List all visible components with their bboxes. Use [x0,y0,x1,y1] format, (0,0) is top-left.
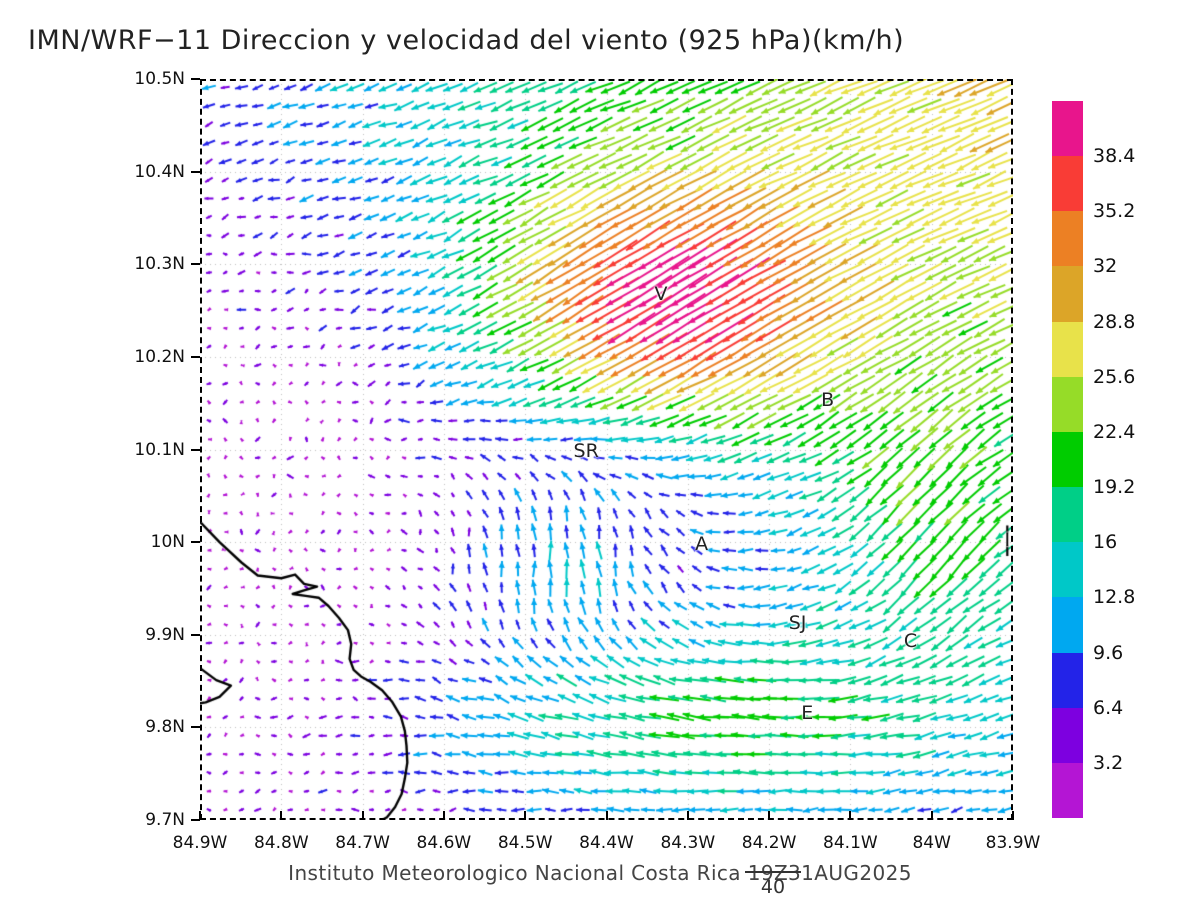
x-tick-label: 84.5W [497,833,553,853]
colorbar-band [1052,211,1083,267]
colorbar-speed-scale[interactable] [1052,100,1083,818]
reference-vector-arrow [745,871,801,873]
y-tick-mark [191,819,200,821]
colorbar-tick-label: 25.6 [1093,365,1136,388]
wind-vector-field [200,79,1013,820]
y-tick-label: 10.2N [134,346,185,367]
y-tick-label: 10.4N [134,161,185,182]
x-tick-mark [768,811,771,820]
y-tick-label: 9.9N [145,624,185,645]
colorbar-band [1052,487,1083,543]
colorbar-tick-label: 22.4 [1093,420,1136,443]
x-tick-mark [686,811,689,820]
station-label-sr: SR [573,440,599,463]
y-tick-label: 10.3N [134,254,185,275]
x-tick-mark [849,811,852,820]
x-tick-label: 84.9W [172,833,228,853]
colorbar-band [1052,707,1083,763]
x-tick-mark [361,811,364,820]
colorbar-tick-label: 28.8 [1093,310,1136,333]
y-tick-mark [191,263,200,266]
y-tick-mark [191,726,200,729]
y-tick-label: 9.8N [145,717,185,738]
plot-border [200,79,1013,820]
x-tick-mark [199,811,201,820]
station-label-a: A [695,532,709,555]
footer-credit: Instituto Meteorologico Nacional Costa R… [288,861,912,885]
x-tick-mark [442,811,445,820]
x-tick-label: 84.3W [660,833,716,853]
y-tick-mark [191,541,200,544]
plot-area[interactable]: V SR B A I SJ C E [200,79,1013,820]
colorbar-tick-label: 19.2 [1093,476,1136,499]
station-label-e: E [801,701,814,724]
y-tick-label: 10N [150,532,185,553]
y-axis-latitude: 9.7N 9.8N 9.9N 10N 10.1N 10.2N 10.3N 10.4N 10.5N [0,69,200,830]
y-tick-mark [191,448,200,451]
colorbar-tick-label: 38.4 [1093,145,1136,168]
y-tick-mark [191,78,200,80]
colorbar-tick-label: 35.2 [1093,200,1136,223]
x-tick-label: 83.9W [985,833,1041,853]
colorbar-tick-label: 9.6 [1093,641,1124,664]
x-tick-label: 84.6W [416,833,472,853]
y-tick-mark [191,633,200,636]
colorbar-band [1052,266,1083,322]
y-tick-mark [191,170,200,173]
x-tick-mark [605,811,608,820]
colorbar-tick-label: 12.8 [1093,586,1136,609]
x-tick-mark [1012,811,1014,820]
colorbar-tick-label: 3.2 [1093,751,1124,774]
colorbar-band [1052,376,1083,432]
station-label-b: B [821,389,835,412]
colorbar-band [1052,321,1083,377]
colorbar-band [1052,156,1083,212]
station-label-v: V [654,282,668,305]
reference-vector-label: 40 [760,876,786,898]
x-tick-label: 84.1W [823,833,878,853]
station-label-i: I [1004,529,1011,552]
station-label-c: C [903,630,918,653]
colorbar-tick-label: 6.4 [1093,696,1124,719]
page-title: IMN/WRF−11 Direccion y velocidad del vie… [28,25,905,56]
colorbar-band [1052,100,1083,157]
colorbar-band [1052,762,1083,818]
colorbar-tick-label: 32 [1093,255,1118,278]
colorbar-band [1052,597,1083,653]
x-tick-mark [930,811,933,820]
colorbar-tick-label: 16 [1093,531,1118,554]
colorbar-band [1052,431,1083,488]
colorbar-band [1052,652,1083,708]
x-tick-label: 84.7W [335,833,390,853]
station-label-sj: SJ [788,611,807,634]
x-tick-mark [280,811,283,820]
x-tick-label: 84.8W [253,833,309,853]
x-tick-label: 84.2W [741,833,797,853]
y-tick-mark [191,355,200,358]
y-tick-label: 10.1N [134,439,185,460]
x-tick-label: 84W [912,833,951,853]
x-tick-mark [524,811,527,820]
colorbar-band [1052,542,1083,598]
y-tick-label: 10.5N [134,69,185,89]
x-tick-label: 84.4W [579,833,634,853]
y-tick-label: 9.7N [145,810,185,830]
